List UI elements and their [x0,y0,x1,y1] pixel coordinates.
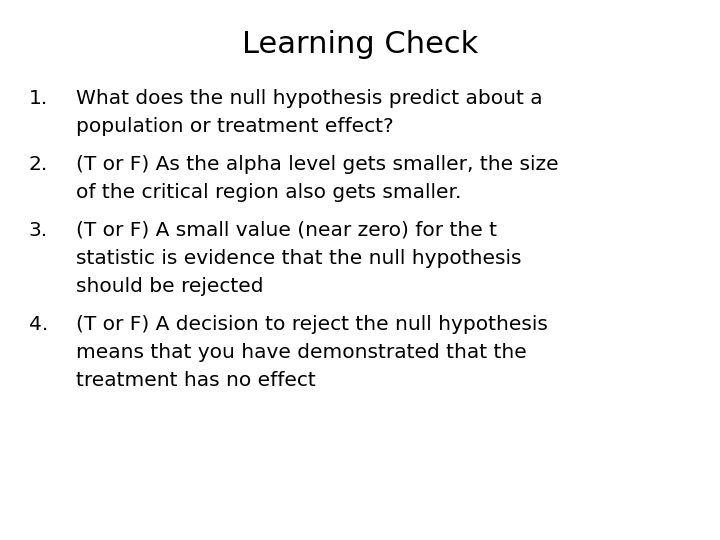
Text: should be rejected: should be rejected [76,277,263,296]
Text: of the critical region also gets smaller.: of the critical region also gets smaller… [76,183,461,202]
Text: population or treatment effect?: population or treatment effect? [76,117,393,136]
Text: (T or F) A decision to reject the null hypothesis: (T or F) A decision to reject the null h… [76,315,547,334]
Text: (T or F) As the alpha level gets smaller, the size: (T or F) As the alpha level gets smaller… [76,155,558,174]
Text: statistic is evidence that the null hypothesis: statistic is evidence that the null hypo… [76,249,521,268]
Text: 1.: 1. [29,89,48,108]
Text: (T or F) A small value (near zero) for the t: (T or F) A small value (near zero) for t… [76,221,497,240]
Text: treatment has no effect: treatment has no effect [76,371,315,390]
Text: Learning Check: Learning Check [242,30,478,59]
Text: means that you have demonstrated that the: means that you have demonstrated that th… [76,343,526,362]
Text: 3.: 3. [29,221,48,240]
Text: 2.: 2. [29,155,48,174]
Text: What does the null hypothesis predict about a: What does the null hypothesis predict ab… [76,89,542,108]
Text: 4.: 4. [29,315,48,334]
